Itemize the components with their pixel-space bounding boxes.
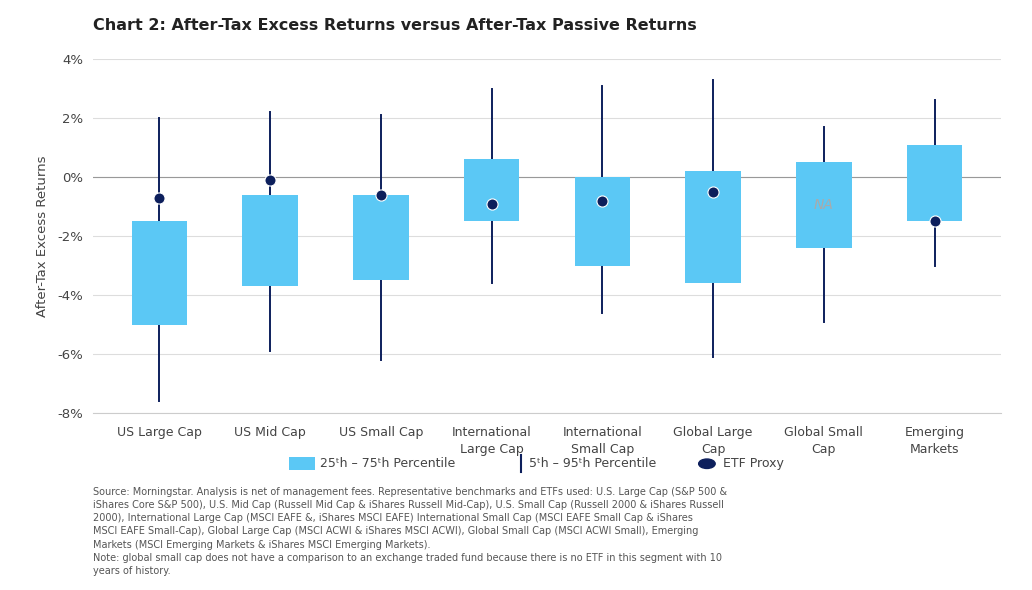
Bar <box>575 177 630 266</box>
Bar <box>353 195 409 280</box>
Text: Source: Morningstar. Analysis is net of management fees. Representative benchmar: Source: Morningstar. Analysis is net of … <box>93 487 727 576</box>
Bar <box>685 171 741 283</box>
Text: 5ᵗh – 95ᵗh Percentile: 5ᵗh – 95ᵗh Percentile <box>529 457 656 470</box>
Bar <box>132 221 187 324</box>
Bar <box>243 195 298 286</box>
Bar <box>907 145 962 221</box>
Bar <box>796 162 851 248</box>
Y-axis label: After-Tax Excess Returns: After-Tax Excess Returns <box>36 155 49 317</box>
Text: 25ᵗh – 75ᵗh Percentile: 25ᵗh – 75ᵗh Percentile <box>320 457 455 470</box>
Bar <box>464 159 519 221</box>
Text: NA: NA <box>814 198 834 212</box>
Text: Chart 2: After-Tax Excess Returns versus After-Tax Passive Returns: Chart 2: After-Tax Excess Returns versus… <box>93 18 697 32</box>
Text: ETF Proxy: ETF Proxy <box>723 457 784 470</box>
